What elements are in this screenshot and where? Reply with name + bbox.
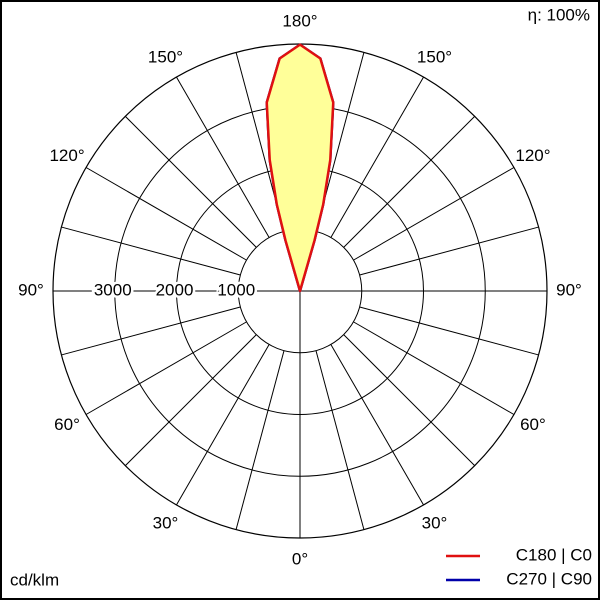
- unit-label: cd/klm: [10, 570, 59, 589]
- spoke: [359, 226, 539, 276]
- angle-tick-label: 150°: [148, 48, 183, 67]
- spoke: [330, 344, 424, 506]
- spoke: [176, 76, 270, 238]
- spoke: [176, 344, 270, 506]
- spoke: [359, 306, 539, 356]
- efficiency: η: 100%: [528, 5, 590, 24]
- spoke: [61, 306, 241, 356]
- angle-tick-label: 60°: [54, 415, 80, 434]
- spoke: [343, 115, 476, 248]
- r-tick-label: 2000: [156, 280, 194, 299]
- angle-tick-label: 150°: [417, 48, 452, 67]
- spoke: [61, 226, 241, 276]
- angle-tick-label: 30°: [153, 513, 179, 532]
- angle-tick-label: 90°: [18, 280, 44, 299]
- intensity-curve: [265, 43, 335, 293]
- r-tick-label: 1000: [217, 280, 255, 299]
- spoke: [235, 350, 285, 530]
- spoke: [124, 115, 257, 248]
- angle-tick-label: 180°: [282, 11, 317, 30]
- spoke: [85, 321, 247, 415]
- spoke: [343, 334, 476, 467]
- angle-tick-label: 60°: [520, 415, 546, 434]
- spoke: [315, 350, 365, 530]
- spoke: [124, 334, 257, 467]
- spoke: [85, 167, 247, 261]
- legend-label: C180 | C0: [516, 545, 592, 564]
- angle-tick-label: 30°: [422, 513, 448, 532]
- angle-tick-label: 0°: [292, 549, 308, 568]
- spoke: [353, 167, 515, 261]
- angle-tick-label: 120°: [515, 146, 550, 165]
- legend-label: C270 | C90: [506, 569, 592, 588]
- spoke: [330, 76, 424, 238]
- angle-tick-label: 90°: [556, 280, 582, 299]
- r-tick-label: 3000: [94, 280, 132, 299]
- angle-tick-label: 120°: [49, 146, 84, 165]
- spoke: [353, 321, 515, 415]
